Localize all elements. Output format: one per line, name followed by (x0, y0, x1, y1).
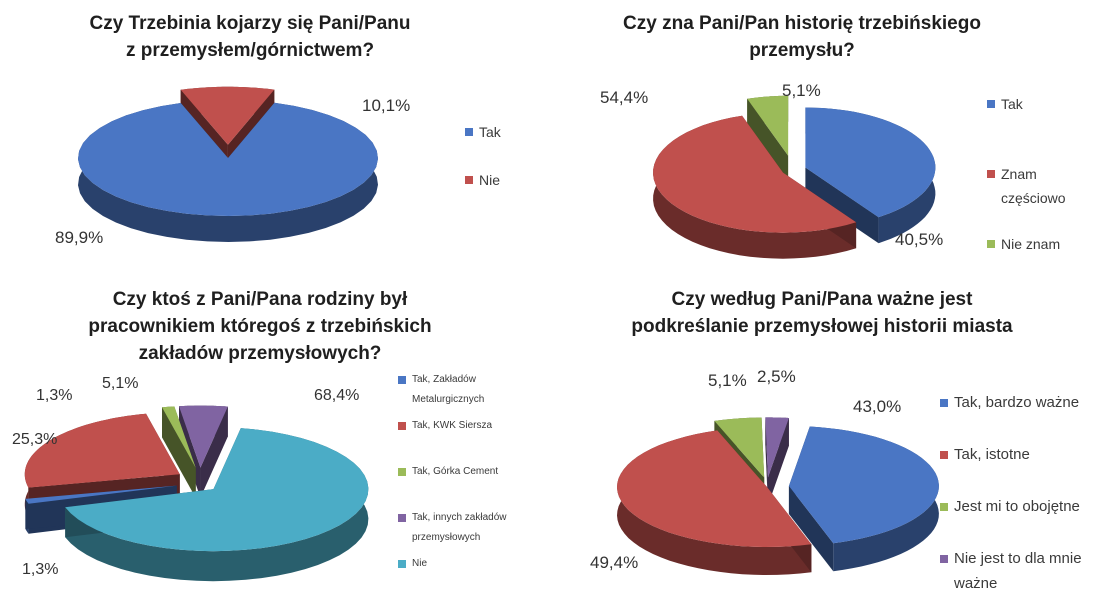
legend-swatch (940, 451, 948, 459)
legend-swatch (987, 240, 995, 248)
chart-title: Czy Trzebinia kojarzy się Pani/Panu z pr… (89, 13, 411, 61)
data-label: 25,3% (12, 431, 57, 448)
legend-swatch (465, 176, 473, 184)
legend-swatch (398, 560, 406, 568)
pie-slice-nie-jest-to-dla-mnie (765, 417, 789, 506)
chart-title: Czy według Pani/Pana ważne jest podkreśl… (631, 289, 1013, 337)
legend-label: Tak, bardzo ważne (954, 394, 1080, 411)
chart-title: Czy zna Pani/Pan historię trzebińskiego … (623, 13, 981, 61)
legend-swatch (465, 128, 473, 136)
legend-swatch (398, 514, 406, 522)
legend-item: Nie znam (987, 232, 1060, 256)
legend-swatch (940, 503, 948, 511)
pie-slice-nie-znam (747, 95, 789, 182)
data-label: 5,1% (782, 81, 821, 100)
legend-item: Jest mi to obojętne (940, 494, 1080, 519)
legend-swatch (398, 422, 406, 430)
chart-title: Czy ktoś z Pani/Pana rodziny był pracown… (88, 289, 432, 364)
legend-item: Tak, Górka Cement (398, 462, 498, 482)
legend-swatch (987, 170, 995, 178)
data-label: 5,1% (708, 371, 747, 390)
pie-slice-tak-bardzo-ważne (788, 426, 939, 572)
legend-swatch (398, 376, 406, 384)
legend-item: Tak (987, 92, 1023, 116)
data-label: 68,4% (314, 387, 359, 404)
legend-label: Jest mi to obojętne (954, 498, 1080, 515)
data-label: 1,3% (36, 387, 72, 404)
legend-item: Tak, Zakładów Metalurgicznych (398, 370, 484, 410)
legend-item: Nie jest to dla mnie ważne (940, 546, 1082, 596)
legend-label: Znam częściowo (1001, 166, 1066, 206)
legend-label: Tak (1001, 96, 1023, 112)
pie-slice-tak-istotne (617, 430, 812, 575)
pie-slice-nie (65, 428, 369, 582)
chart-panel-2: Czy zna Pani/Pan historię trzebińskiego … (552, 0, 1105, 292)
chart-panel-4: Czy według Pani/Pana ważne jest podkreśl… (552, 289, 1105, 592)
legend-item: Tak, istotne (940, 442, 1030, 467)
data-label: 1,3% (22, 561, 58, 578)
legend-swatch (398, 468, 406, 476)
chart-panel-3: Czy ktoś z Pani/Pana rodziny był pracown… (0, 289, 552, 589)
data-label: 43,0% (853, 397, 901, 416)
legend-item: Nie (465, 168, 500, 192)
data-label: 10,1% (362, 96, 410, 115)
legend-label: Tak, innych zakładów przemysłowych (412, 512, 507, 543)
legend-item: Tak (465, 120, 501, 144)
legend-swatch (987, 100, 995, 108)
pie-slice-tak (78, 102, 378, 242)
legend-label: Tak, KWK Siersza (412, 420, 493, 431)
data-label: 54,4% (600, 88, 648, 107)
legend-item: Tak, innych zakładów przemysłowych (398, 508, 507, 548)
chart-panel-1: Czy Trzebinia kojarzy się Pani/Panu z pr… (0, 0, 552, 292)
legend-swatch (940, 399, 948, 407)
pie-chart: 1,3% 25,3% 1,3% 5,1% 68,4% (12, 375, 369, 582)
legend-item: Tak, bardzo ważne (940, 390, 1079, 415)
legend-label: Nie jest to dla mnie ważne (954, 550, 1082, 592)
pie-chart: 89,9% 10,1% (55, 86, 410, 247)
pie-chart: 43,0% 49,4% 5,1% 2,5% (590, 367, 939, 575)
pie-slice-znam (653, 115, 857, 259)
legend-label: Tak, Zakładów Metalurgicznych (412, 374, 485, 405)
legend-item: Znam częściowo (987, 162, 1066, 210)
legend-swatch (940, 555, 948, 563)
pie-chart: 40,5% 54,4% 5,1% (600, 81, 943, 259)
data-label: 5,1% (102, 375, 138, 392)
legend-label: Tak (479, 124, 501, 140)
pie-slice-tak (805, 107, 936, 244)
legend-item: Tak, KWK Siersza (398, 416, 492, 436)
data-label: 49,4% (590, 553, 638, 572)
legend-label: Nie znam (1001, 236, 1061, 252)
data-label: 40,5% (895, 230, 943, 249)
pie-slice-tak-górka-cement (162, 406, 196, 498)
legend-label: Tak, Górka Cement (412, 466, 499, 477)
data-label: 89,9% (55, 228, 103, 247)
legend-label: Nie (412, 558, 428, 569)
legend-item: Nie (398, 554, 427, 574)
legend-label: Tak, istotne (954, 446, 1030, 463)
data-label: 2,5% (757, 367, 796, 386)
legend-label: Nie (479, 172, 501, 188)
